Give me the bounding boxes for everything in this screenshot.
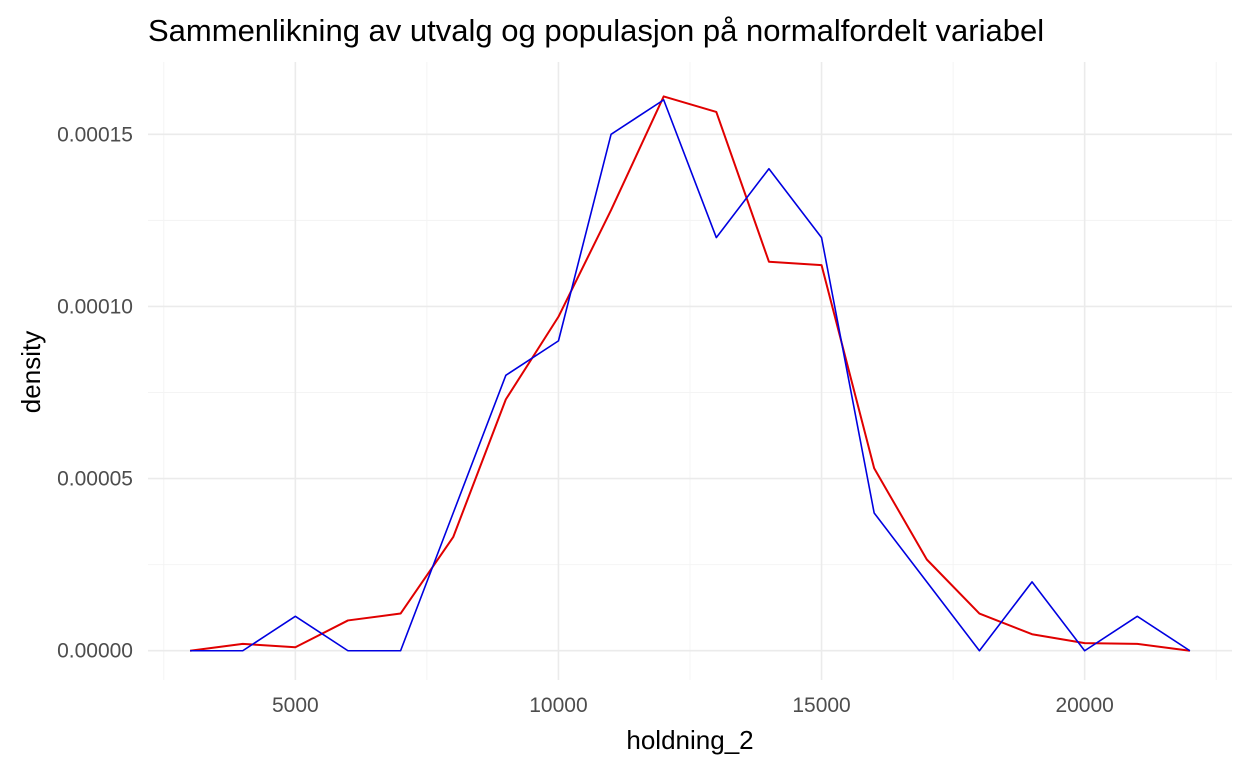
x-tick-label: 5000 [272, 694, 319, 717]
y-axis-title: density [16, 331, 46, 413]
population-density-line [189, 95, 1191, 652]
y-tick-label: 0.00010 [57, 295, 133, 318]
y-tick-label: 0.00000 [57, 640, 133, 663]
series-layer [189, 95, 1191, 652]
y-tick-label: 0.00015 [57, 123, 133, 146]
y-tick-label: 0.00005 [57, 468, 133, 491]
x-tick-label: 20000 [1055, 694, 1113, 717]
grid-layer [148, 62, 1232, 680]
x-tick-label: 15000 [792, 694, 850, 717]
tick-layer: 5000 10000 15000 20000 0.00000 0.00005 0.00010… [57, 123, 1114, 717]
x-axis-title: holdning_2 [626, 725, 753, 755]
chart-title: Sammenlikning av utvalg og populasjon på… [148, 13, 1044, 48]
x-tick-label: 10000 [529, 694, 587, 717]
sample-density-line [190, 99, 1191, 652]
